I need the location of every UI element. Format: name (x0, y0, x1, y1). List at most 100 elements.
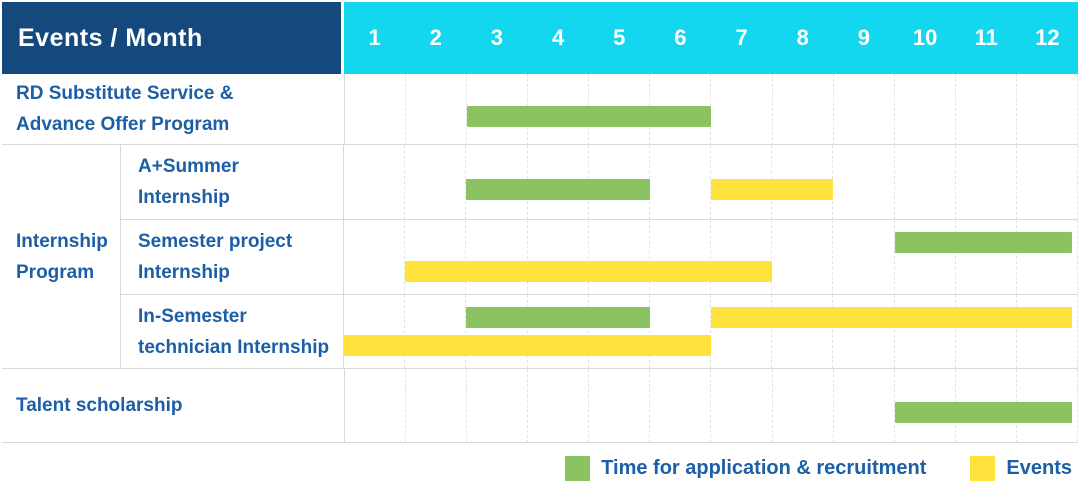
month-header-4: 4 (551, 25, 565, 50)
month-gridcell (406, 369, 468, 443)
month-gridcell (345, 369, 407, 443)
month-gridcell (773, 74, 834, 145)
group-label-line-1: Internship (16, 230, 108, 252)
month-gridcell (406, 74, 468, 145)
month-gridcell (895, 220, 956, 295)
table-row-a-plus-summer: A+Summer Internship (121, 145, 1078, 220)
month-gridcell (345, 74, 407, 145)
month-gridcell (895, 74, 956, 145)
month-gridcell (405, 145, 467, 220)
legend-swatch-event (970, 455, 996, 481)
month-gridcell (589, 369, 651, 443)
row-label-semester-project-line-2: Internship (138, 262, 230, 283)
month-gridcell (405, 220, 467, 295)
month-gridcell (1017, 369, 1078, 443)
month-gridcell (773, 369, 834, 443)
row-label-rd-substitute: RD Substitute Service & Advance Offer Pro… (2, 74, 344, 144)
header-divider (341, 2, 344, 74)
month-header-7: 7 (735, 25, 748, 50)
table-row-talent-scholarship: Talent scholarship (2, 369, 1078, 443)
month-gridcell (1017, 220, 1078, 295)
table-body: RD Substitute Service & Advance Offer Pro… (2, 74, 1078, 443)
month-gridcell (956, 145, 1017, 220)
chart-area-semester-project (343, 220, 1078, 295)
row-label-rd-substitute-line-1: RD Substitute Service & (16, 83, 234, 104)
month-gridcell (895, 295, 956, 368)
in-semester-technician-event-bar (711, 306, 1072, 328)
row-label-a-plus-summer: A+Summer Internship (121, 145, 343, 219)
month-gridcell (344, 295, 406, 368)
row-label-semester-project-line-1: Semester project (138, 231, 293, 252)
month-gridcell (405, 295, 467, 368)
chart-area-talent-scholarship (344, 369, 1078, 443)
month-gridcell (711, 74, 773, 145)
month-gridcell (956, 295, 1017, 368)
chart-area-rd-substitute (344, 74, 1078, 145)
month-gridcell (344, 220, 406, 295)
month-gridcell (772, 295, 834, 368)
month-header-strip: 1 2 3 4 5 6 7 8 9 10 11 12 (344, 2, 1078, 74)
month-header-1: 1 (368, 25, 381, 50)
month-gridcell (650, 145, 711, 220)
in-semester-technician-event-bar (344, 335, 711, 357)
month-gridcell (834, 74, 895, 145)
chart-area-a-plus-summer (343, 145, 1078, 220)
month-gridcell (772, 220, 834, 295)
month-gridcell (833, 220, 895, 295)
month-gridcell (1017, 145, 1078, 220)
month-header-10: 10 (912, 25, 938, 50)
table-header-row: Events / Month 1 2 3 4 5 6 7 8 9 10 11 12 (2, 2, 1078, 74)
legend-label-event: Events (1006, 456, 1072, 479)
rd-substitute-recruitment-bar (467, 105, 712, 127)
row-label-in-semester-technician-line-2: technician Internship (138, 336, 330, 358)
group-label-line-2: Program (16, 261, 95, 283)
row-label-talent-scholarship-line-1: Talent scholarship (16, 395, 183, 416)
talent-scholarship-recruitment-bar (894, 402, 1072, 423)
row-label-semester-project: Semester project Internship (121, 220, 343, 294)
month-header-3: 3 (490, 25, 504, 50)
month-gridcell (956, 74, 1017, 145)
table-row-rd-substitute: RD Substitute Service & Advance Offer Pro… (2, 74, 1078, 145)
month-gridcell (650, 369, 712, 443)
internship-subrows: A+Summer Internship Semester project Intern… (121, 145, 1078, 368)
month-gridcell (528, 220, 589, 295)
month-header-6: 6 (674, 25, 687, 50)
row-label-a-plus-summer-line-1: A+Summer (138, 156, 239, 177)
month-gridcell (344, 145, 406, 220)
month-gridcell (589, 220, 650, 295)
internship-program-group: Internship Program A+Summer Internship Semes… (2, 145, 1078, 369)
legend: Time for application & recruitment Events (0, 443, 1080, 493)
month-gridcell (833, 145, 895, 220)
in-semester-technician-recruitment-bar (466, 306, 650, 328)
month-gridcell (650, 295, 711, 368)
month-gridcell (466, 295, 528, 368)
chart-area-in-semester-technician (343, 295, 1078, 368)
month-gridcell (833, 295, 895, 368)
row-label-a-plus-summer-line-2: Internship (138, 187, 230, 208)
month-gridcell (711, 369, 773, 443)
row-label-rd-substitute-line-2: Advance Offer Program (16, 114, 230, 135)
semester-project-event-bar (405, 261, 773, 283)
month-gridcell (711, 295, 773, 368)
a-plus-summer-recruitment-bar (466, 178, 650, 200)
month-gridcell (956, 220, 1017, 295)
legend-item-recruitment: Time for application & recruitment (565, 455, 927, 481)
month-gridcell (589, 295, 650, 368)
month-gridcell (895, 145, 956, 220)
row-label-in-semester-technician: In-Semester technician Internship (121, 295, 343, 368)
month-header-5: 5 (613, 25, 626, 50)
month-gridcell (1017, 295, 1078, 368)
month-gridcell (528, 295, 589, 368)
table-row-semester-project: Semester project Internship (121, 220, 1078, 295)
month-header-2: 2 (429, 25, 442, 50)
month-gridcell (1017, 74, 1078, 145)
month-gridcell (467, 369, 529, 443)
events-month-header: Events / Month (2, 2, 341, 74)
month-header-8: 8 (796, 25, 809, 50)
legend-label-recruitment: Time for application & recruitment (601, 456, 927, 479)
a-plus-summer-event-bar (711, 178, 834, 200)
month-gridcell (650, 220, 711, 295)
table-row-in-semester-technician: In-Semester technician Internship (121, 295, 1078, 368)
month-gridcell (466, 220, 528, 295)
row-label-in-semester-technician-line-1: In-Semester (138, 305, 247, 327)
